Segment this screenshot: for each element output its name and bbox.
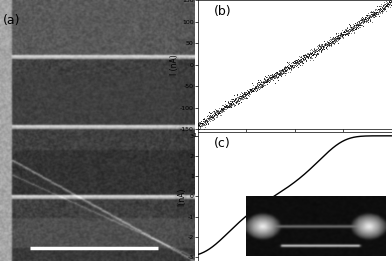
Text: (c): (c) (214, 137, 230, 150)
Text: (b): (b) (214, 5, 231, 18)
X-axis label: V$_{SD}$ (V): V$_{SD}$ (V) (281, 140, 309, 152)
Text: (a): (a) (3, 14, 20, 27)
Y-axis label: I (nA): I (nA) (169, 54, 178, 75)
Y-axis label: I(nA): I(nA) (177, 187, 186, 206)
